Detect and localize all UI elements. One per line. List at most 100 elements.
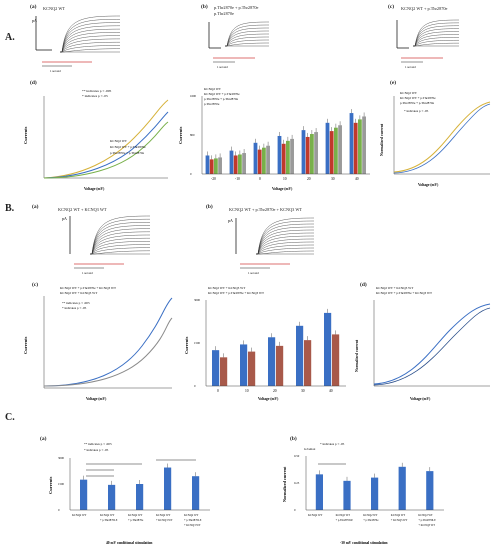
category-labels: KCNQ2 WT KCNQ2 WT + p.Thr2870LE KCNQ2 WT + p… [308,514,436,527]
y-axis-label: Normalized current [355,339,359,372]
legend-item-1: KCNQ2 WT + KCNQ3 WT [376,286,413,290]
bar [218,157,222,174]
bar-chart-c-b: G/Gmax * indicates p < .05 0 0.25 0.50 KCN… [282,442,444,545]
bar-group: 0 1500 3000 [58,456,200,512]
category-label: KCNQ2 WT [363,514,378,517]
section-label-c: C. [5,412,15,423]
gv-chart-a-e: KCNQ2 WT KCNQ2 WT + p.Thr2870e p.Thr2870… [380,91,491,187]
panel-c-b-label: (b) [290,436,297,442]
bar [240,344,248,386]
bar [349,113,354,174]
bar [192,476,200,510]
category-label: + KCNQ3 WT [418,524,435,527]
bar-group: 0 10 20 30 40 0 1500 3000 [194,298,340,393]
category-label: + p.Thr2870LE [100,519,118,522]
y-axis-label: Currents [23,336,28,354]
panel-b-c-label: (c) [32,282,39,288]
legend-item-1: KCNQ2 WT + p.Thr2870e + KCNQ3 WT [60,286,116,290]
time-scale-label: 1 second [217,65,228,69]
trace-family [60,15,121,53]
series-line-2 [43,317,173,387]
bar [304,340,312,386]
trace-panel-a-a: pA 1 second [32,15,121,73]
legend-item-1: KCNQ2 WT [110,139,127,143]
x-tick-label: -10 [235,177,240,181]
iv-chart-b-c: KCNQ2 WT + p.Thr2870e + KCNQ3 WT KCNQ2 W… [23,286,173,401]
bar-chart-b: 0 10 20 30 40 0 1500 3000 KCNQ2 WT + KCNQ3 WT K… [184,286,346,401]
trace-family [413,19,460,47]
trace-family [90,215,151,255]
y-tick-label: 0 [58,508,60,512]
trace-panel-a-b: 1 second [208,21,270,69]
bar [257,149,262,174]
series-line-1 [43,297,173,387]
bar [286,140,290,174]
series-line-2 [43,111,169,179]
bar [343,480,351,510]
panel-a-c-title: KCNQ2 WT + p.Thr2870e [401,6,448,11]
panel-a-a-title: KCNQ2 WT [43,6,66,11]
category-label: KCNQ2 WT [100,514,115,517]
y-axis-label: Currents [184,336,189,354]
legend-item-2: KCNQ2 WT + p.Thr2870e + KCNQ3 WT [376,291,432,295]
category-label: KCNQ2 WT [156,514,171,517]
bar-group: 0 0.25 0.50 [294,454,434,512]
y-axis-label: Normalized current [380,123,384,156]
legend-item-1: KCNQ2 WT [204,87,221,91]
x-tick-label: 20 [273,389,277,393]
category-label: KCNQ2 WT [128,514,143,517]
x-tick-label: 0 [259,177,261,181]
bar [262,147,266,174]
bar [209,159,214,174]
legend-item-1: KCNQ2 WT + KCNQ3 WT [208,286,245,290]
category-label: + p.Thr2870e [363,519,379,522]
trace-panel-b-a: pA 1 second [62,215,151,275]
category-label: + p.Thr2870LE [418,519,436,522]
section-label-b: B. [5,203,15,214]
legend-item-3: p.Thr2870e + p.Thr2870e [400,101,435,105]
bar [315,474,323,510]
y-tick-label: 0.25 [294,481,300,485]
panel-c-a-label: (a) [40,436,47,442]
bar [229,150,234,174]
x-axis-label: Voltage (mV) [258,397,279,401]
note-p05: * indicates p < .05 [82,94,108,98]
category-label: KCNQ2 WT [184,514,199,517]
bar [205,155,210,174]
y-tick-label: 0 [190,172,192,176]
note-p05: * indicates p < .05 [404,109,429,113]
note-p05: * indicates p < .05 [62,306,87,310]
footer-label: 40 mV conditional stimulation [106,541,152,545]
legend-item-2: KCNQ2 WT + p.Thr2870e + KCNQ3 WT [208,291,264,295]
series-line-2 [373,307,491,386]
bar [290,138,294,174]
x-tick-label: 10 [283,177,287,181]
category-label: KCNQ2 WT [418,514,433,517]
x-tick-label: 40 [355,177,359,181]
bar [305,136,310,174]
panel-b-b-title: KCNQ2 WT + p.Thr2870e + KCNQ3 WT [229,207,302,212]
series-line-1 [373,303,491,385]
bar [268,337,276,386]
bar [253,142,258,174]
time-scale-label: 1 second [248,271,259,275]
trace-panel-a-c: 1 second [396,19,460,69]
x-tick-label: 0 [217,389,219,393]
category-label: + p.Thr2870e [128,519,144,522]
footer-label: -30 mV conditional stimulation [340,541,388,545]
unit-label: pA [228,218,233,223]
legend-item-3: p.Thr2870e + p.Thr2870e [110,151,145,155]
trace-line [413,37,460,47]
bar [277,135,282,174]
iv-chart-a-d: ** indicates p < .005 * indicates p < .0… [23,89,169,191]
bar [242,153,246,174]
bar [266,145,270,174]
bar [233,155,238,174]
trace-family [256,217,315,255]
bar [353,122,358,174]
bar [371,477,379,510]
x-tick-label: 10 [245,389,249,393]
y-tick-label: 0 [194,384,196,388]
trace-line [60,41,121,53]
panel-b-a-title: KCNQ2 WT + KCNQ3 WT [58,207,107,212]
